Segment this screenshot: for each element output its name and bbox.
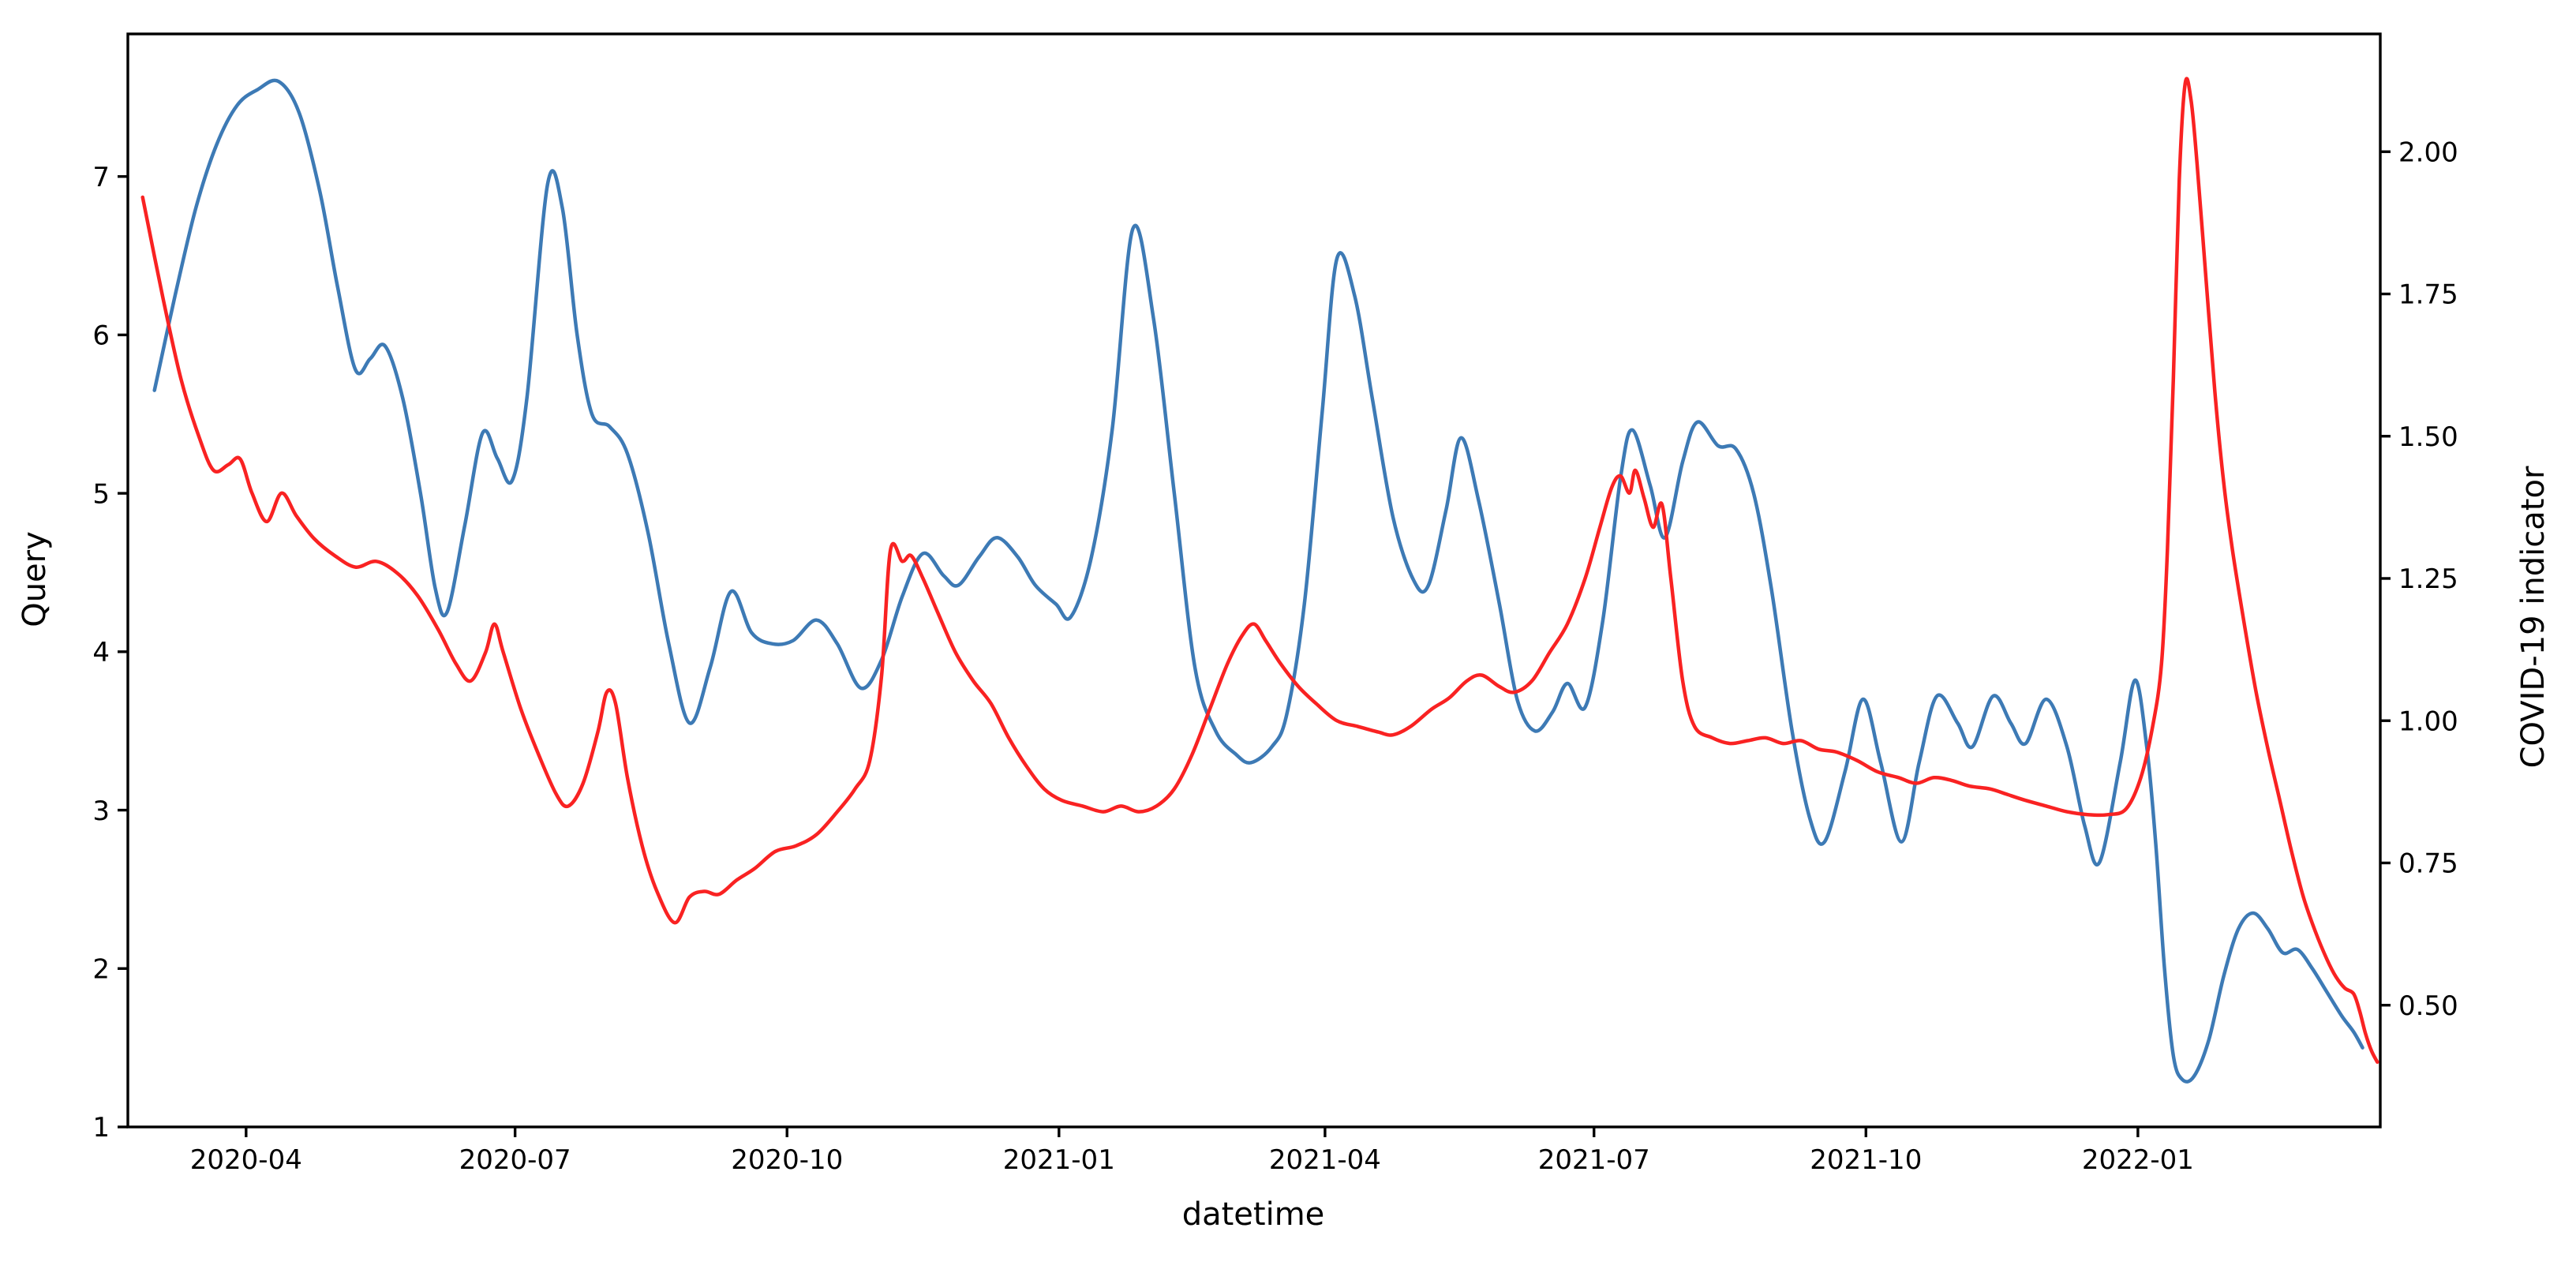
right-y-tick-label: 1.75 [2398,279,2458,311]
x-axis-title: datetime [1181,1196,1325,1233]
x-tick-label: 2021-07 [1538,1144,1650,1176]
left-y-axis-title: Query [17,531,53,627]
right-y-tick-label: 1.50 [2398,421,2458,453]
left-y-tick-label: 3 [92,795,110,827]
right-y-tick-label: 0.50 [2398,990,2458,1022]
covid-indicator-series-line [140,77,2379,1065]
plot-border [126,32,2382,1129]
right-y-tick-label: 1.25 [2398,563,2458,595]
x-tick-label: 2020-07 [459,1144,571,1176]
x-tick-label: 2021-10 [1810,1144,1922,1176]
right-y-tick-label: 2.00 [2398,137,2458,168]
x-tick-label: 2021-04 [1269,1144,1381,1176]
left-y-tick-label: 6 [92,320,110,352]
query-series-line [152,78,2364,1084]
x-tick-label: 2020-10 [731,1144,843,1176]
left-y-tick-label: 1 [92,1112,110,1144]
right-y-axis-title: COVID-19 indicator [2515,466,2552,769]
right-y-tick-label: 0.75 [2398,848,2458,880]
left-y-tick-label: 5 [92,478,110,510]
left-y-tick-label: 7 [92,162,110,193]
right-y-tick-label: 1.00 [2398,706,2458,737]
left-y-tick-label: 2 [92,954,110,986]
x-tick-label: 2020-04 [190,1144,302,1176]
x-tick-label: 2022-01 [2082,1144,2194,1176]
x-tick-label: 2021-01 [1003,1144,1115,1176]
left-y-tick-label: 4 [92,637,110,668]
